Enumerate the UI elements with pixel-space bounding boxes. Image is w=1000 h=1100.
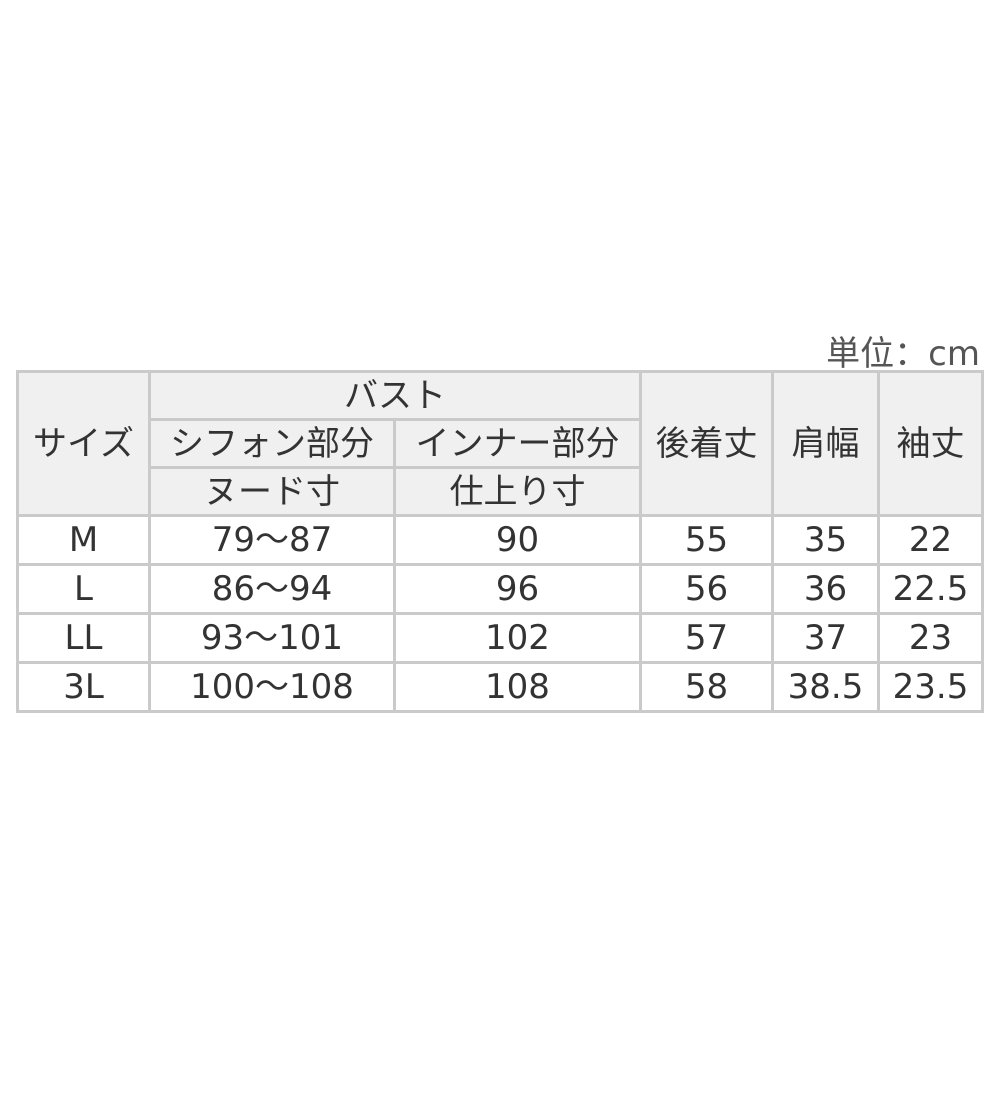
cell-inner: 102 — [393, 612, 642, 664]
cell-back-length: 57 — [639, 612, 774, 664]
cell-size: LL — [16, 612, 151, 664]
table-row: 3L 100〜108 108 58 38.5 23.5 — [16, 661, 984, 713]
cell-chiffon: 79〜87 — [148, 514, 396, 566]
header-shoulder: 肩幅 — [771, 370, 880, 517]
header-chiffon: シフォン部分 — [148, 418, 396, 469]
cell-size: L — [16, 563, 151, 615]
cell-shoulder: 36 — [771, 563, 880, 615]
cell-sleeve: 22.5 — [877, 563, 984, 615]
cell-back-length: 58 — [639, 661, 774, 713]
cell-back-length: 55 — [639, 514, 774, 566]
header-back-length: 後着丈 — [639, 370, 774, 517]
cell-sleeve: 23.5 — [877, 661, 984, 713]
cell-size: M — [16, 514, 151, 566]
cell-shoulder: 38.5 — [771, 661, 880, 713]
table-row: M 79〜87 90 55 35 22 — [16, 514, 984, 566]
header-size: サイズ — [16, 370, 151, 517]
unit-label: 単位：cm — [826, 334, 980, 374]
table-row: L 86〜94 96 56 36 22.5 — [16, 563, 984, 615]
cell-inner: 108 — [393, 661, 642, 713]
cell-inner: 90 — [393, 514, 642, 566]
header-inner: インナー部分 — [393, 418, 642, 469]
cell-sleeve: 22 — [877, 514, 984, 566]
cell-size: 3L — [16, 661, 151, 713]
header-chiffon-sub: ヌード寸 — [148, 466, 396, 517]
size-table: サイズ バスト 後着丈 肩幅 袖丈 シフォン部分 インナー部分 ヌード寸 仕上り… — [16, 370, 984, 713]
cell-inner: 96 — [393, 563, 642, 615]
cell-chiffon: 86〜94 — [148, 563, 396, 615]
cell-chiffon: 93〜101 — [148, 612, 396, 664]
header-bust: バスト — [148, 370, 642, 421]
cell-shoulder: 37 — [771, 612, 880, 664]
header-sleeve: 袖丈 — [877, 370, 984, 517]
table-row: LL 93〜101 102 57 37 23 — [16, 612, 984, 664]
header-inner-sub: 仕上り寸 — [393, 466, 642, 517]
cell-chiffon: 100〜108 — [148, 661, 396, 713]
cell-sleeve: 23 — [877, 612, 984, 664]
cell-shoulder: 35 — [771, 514, 880, 566]
cell-back-length: 56 — [639, 563, 774, 615]
